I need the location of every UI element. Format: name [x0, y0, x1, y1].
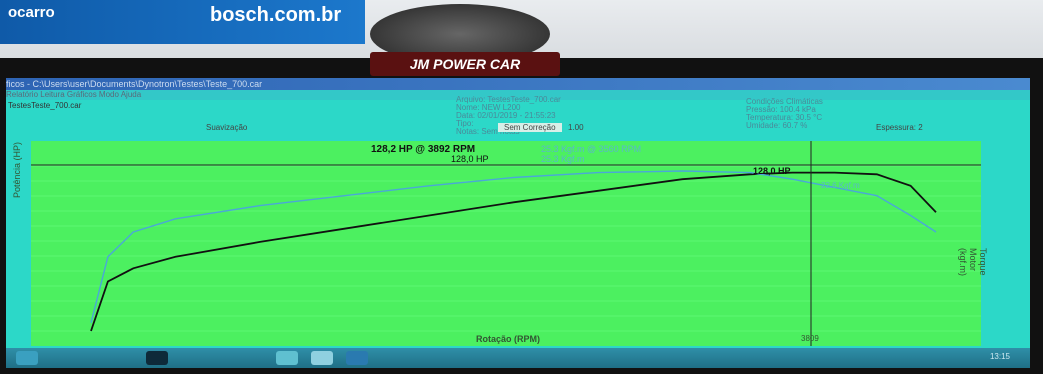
conditions-humidity: Umidade: 60.7 % — [746, 121, 808, 130]
correction-select[interactable]: Sem Correção — [498, 123, 562, 132]
cursor-hp-label: 128,0 HP — [753, 166, 791, 176]
dyno-plot: 128,2 HP @ 3892 RPM 128,0 HP 25.3 Kgf.m … — [31, 141, 981, 346]
taskbar-clock: 13:15 — [989, 352, 1010, 361]
info-tipo: Tipo: — [456, 119, 474, 128]
window-title: ficos - C:\Users\user\Documents\Dynotron… — [6, 79, 263, 89]
conditions-pressure: Pressão: 100.4 kPa — [746, 105, 816, 114]
smoothing-label: Suavização — [206, 123, 248, 132]
y2-axis-label: Torque Motor (kgf.m) — [958, 248, 988, 276]
banner-right-text: bosch.com.br — [210, 4, 342, 26]
windows-taskbar: 13:15 — [6, 348, 1030, 368]
document-tab[interactable]: TestesTeste_700.car — [8, 101, 82, 110]
conditions-temperature: Temperatura: 30.5 °C — [746, 113, 823, 122]
legend-torque-a: 25.3 Kgf.m @ 3560 RPM — [541, 144, 641, 154]
ie-icon[interactable] — [346, 351, 368, 365]
info-notas: Notas: Sem notas — [456, 127, 520, 136]
pdf-icon[interactable] — [146, 351, 168, 365]
plot-lines — [90, 170, 937, 332]
chrome-icon[interactable] — [276, 351, 298, 365]
power-series-line — [90, 171, 937, 332]
legend-torque-b: 25.3 Kgf.m — [541, 154, 585, 164]
dyno-chart: 128,2 HP @ 3892 RPM 128,0 HP 25.3 Kgf.m … — [31, 141, 981, 346]
y-axis-label: Potência (HP) — [12, 141, 22, 198]
thickness-label[interactable]: Espessura: 2 — [876, 123, 923, 132]
start-icon[interactable] — [16, 351, 38, 365]
x-axis-label: Rotação (RPM) — [476, 334, 541, 344]
conditions-title: Condições Climáticas — [746, 97, 823, 106]
monitor-screen: ficos - C:\Users\user\Documents\Dynotron… — [6, 78, 1030, 368]
legend-hp: 128,0 HP — [451, 154, 489, 164]
banner-left-text: ocarro — [8, 4, 55, 21]
torque-series-line — [90, 170, 937, 323]
plot-grid — [31, 164, 981, 332]
menu-bar[interactable]: Relatório Leitura Gráficos Modo Ajuda — [6, 90, 1030, 100]
info-data: Data: 02/01/2019 - 21:55:23 — [456, 111, 556, 120]
cursor-rpm-label: 3809 — [801, 334, 819, 343]
file-info-panel: Arquivo: TestesTeste_700.car Nome: NEW L… — [456, 96, 561, 136]
peak-label: 128,2 HP @ 3892 RPM — [371, 144, 475, 155]
bosch-banner: ocarro bosch.com.br — [0, 0, 365, 44]
conditions-panel: Condições Climáticas Pressão: 100.4 kPa … — [746, 98, 823, 130]
menu-items[interactable]: Relatório Leitura Gráficos Modo Ajuda — [6, 90, 142, 99]
correction-value: 1.00 — [568, 123, 584, 132]
app-icon[interactable] — [311, 351, 333, 365]
info-nome: Nome: NEW L200 — [456, 103, 521, 112]
info-arquivo: Arquivo: TestesTeste_700.car — [456, 95, 561, 104]
window-titlebar: ficos - C:\Users\user\Documents\Dynotron… — [6, 78, 1030, 90]
power-car-logo: JM POWER CAR — [370, 52, 560, 76]
torque-value-label: 22.6 Kgf.m — [821, 181, 860, 190]
